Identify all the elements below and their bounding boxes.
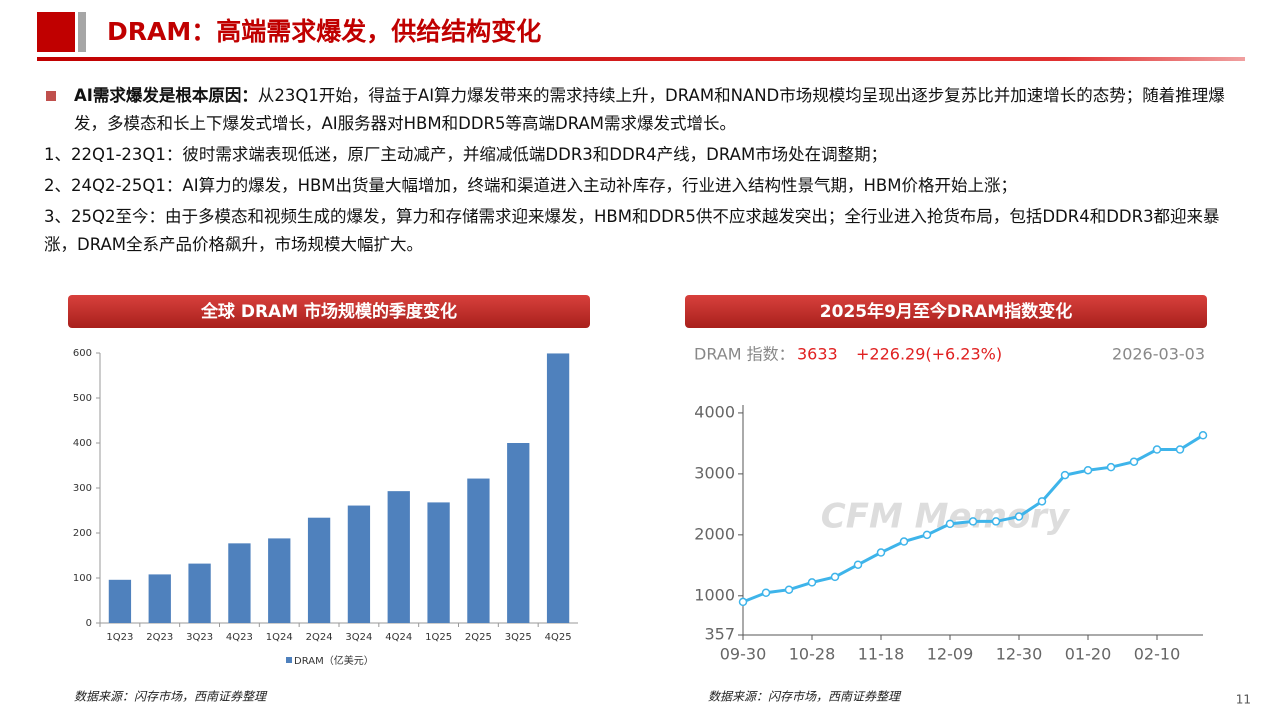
x-tick-label: 4Q23 — [226, 632, 253, 643]
chart-banner — [68, 295, 590, 328]
point — [1060, 470, 1070, 480]
legend-swatch — [286, 657, 292, 663]
chart-title: 全球 DRAM 市场规模的季度变化 — [200, 301, 457, 322]
x-tick-label: 1Q25 — [425, 632, 452, 643]
x-tick-label: 3Q24 — [345, 632, 372, 643]
y-tick-label: 0 — [86, 618, 92, 629]
title-block — [37, 12, 75, 52]
bar — [188, 563, 211, 623]
point — [1198, 431, 1208, 440]
bar — [467, 478, 490, 623]
index-date: 2026-03-03 — [1112, 345, 1205, 364]
bar — [307, 517, 331, 623]
chart-title: 2025年9月至今DRAM指数变化 — [820, 301, 1072, 322]
bar — [546, 353, 570, 623]
watermark: CFM Memory — [821, 497, 1071, 537]
x-tick-label: 4Q25 — [545, 632, 572, 643]
point — [830, 572, 840, 582]
x-tick-label: 2Q23 — [146, 632, 173, 643]
x-tick-label: 02-10 — [1134, 645, 1181, 664]
point — [761, 588, 771, 598]
y-tick-label: 400 — [73, 438, 92, 449]
chart-banner — [685, 295, 1207, 328]
title-rule — [37, 57, 1245, 61]
point — [1175, 445, 1185, 454]
point — [876, 548, 886, 557]
point — [1129, 457, 1139, 466]
index-value: 3633 — [797, 345, 838, 364]
slide-title: DRAM：高端需求爆发，供给结构变化 — [107, 17, 541, 46]
bar — [427, 502, 450, 623]
y-tick-label: 600 — [73, 348, 92, 359]
page-number: 11 — [1236, 693, 1251, 707]
bar — [148, 574, 171, 623]
y-tick-label: 2000 — [694, 524, 735, 543]
bar — [228, 543, 251, 623]
x-tick-label: 1Q23 — [106, 632, 133, 643]
legend-label: DRAM（亿美元） — [294, 654, 374, 667]
point — [738, 597, 748, 607]
x-tick-label: 11-18 — [858, 645, 905, 664]
paragraph: 1、22Q1-23Q1：彼时需求端表现低迷，原厂主动减产，并缩减低端DDR3和D… — [44, 141, 1244, 169]
point — [1014, 512, 1024, 521]
bar — [507, 443, 530, 623]
point — [922, 530, 932, 540]
source: 数据来源：闪存市场，西南证券整理 — [708, 690, 902, 704]
x-tick-label: 09-30 — [720, 645, 767, 664]
index-change: +226.29(+6.23%) — [856, 345, 1002, 364]
y-tick-label: 1000 — [694, 585, 735, 604]
body-text: AI需求爆发是根本原因：从23Q1开始，得益于AI算力爆发带来的需求持续上升，D… — [44, 82, 1244, 262]
x-tick-label: 01-20 — [1065, 645, 1112, 664]
point — [1037, 497, 1047, 506]
bar — [347, 505, 371, 623]
point — [853, 560, 863, 569]
y-tick-label: 300 — [73, 483, 92, 494]
index-label: DRAM 指数： — [694, 345, 795, 364]
point — [1106, 462, 1116, 472]
point — [968, 517, 978, 526]
y-tick-label: 3000 — [694, 463, 735, 482]
x-tick-label: 12-09 — [927, 645, 974, 664]
point — [807, 578, 817, 587]
y-tick-label: 100 — [73, 573, 92, 584]
x-tick-label: 1Q24 — [266, 632, 293, 643]
y-tick-label: 500 — [73, 393, 92, 404]
point — [784, 585, 794, 594]
paragraph: AI需求爆发是根本原因：从23Q1开始，得益于AI算力爆发带来的需求持续上升，D… — [44, 82, 1244, 138]
point — [1083, 465, 1093, 475]
point — [1152, 445, 1162, 454]
point — [945, 519, 955, 529]
x-tick-label: 12-30 — [996, 645, 1043, 664]
paragraph-text: 3、25Q2至今：由于多模态和视频生成的爆发，算力和存储需求迎来爆发，HBM和D… — [44, 207, 1220, 254]
point — [991, 517, 1001, 526]
x-tick-label: 3Q23 — [186, 632, 213, 643]
paragraph-text: 从23Q1开始，得益于AI算力爆发带来的需求持续上升，DRAM和NAND市场规模… — [74, 86, 1225, 133]
x-tick-label: 10-28 — [789, 645, 836, 664]
paragraph-text: 2、24Q2-25Q1：AI算力的爆发，HBM出货量大幅增加，终端和渠道进入主动… — [44, 176, 1017, 195]
x-tick-label: 2Q24 — [306, 632, 333, 643]
y-tick-label: 357 — [704, 625, 735, 644]
y-tick-label: 4000 — [694, 402, 735, 421]
source: 数据来源：闪存市场，西南证券整理 — [74, 690, 268, 704]
x-tick-label: 2Q25 — [465, 632, 492, 643]
bar — [108, 579, 132, 623]
x-tick-label: 4Q24 — [385, 632, 412, 643]
bar — [387, 491, 410, 623]
paragraph-lead: AI需求爆发是根本原因： — [74, 86, 258, 105]
bar — [268, 538, 291, 623]
paragraph-text: 1、22Q1-23Q1：彼时需求端表现低迷，原厂主动减产，并缩减低端DDR3和D… — [44, 145, 888, 164]
y-tick-label: 200 — [73, 528, 92, 539]
paragraph: 2、24Q2-25Q1：AI算力的爆发，HBM出货量大幅增加，终端和渠道进入主动… — [44, 172, 1244, 200]
point — [899, 537, 909, 546]
title-block-gray — [78, 12, 86, 52]
paragraph: 3、25Q2至今：由于多模态和视频生成的爆发，算力和存储需求迎来爆发，HBM和D… — [44, 203, 1244, 259]
x-tick-label: 3Q25 — [505, 632, 532, 643]
